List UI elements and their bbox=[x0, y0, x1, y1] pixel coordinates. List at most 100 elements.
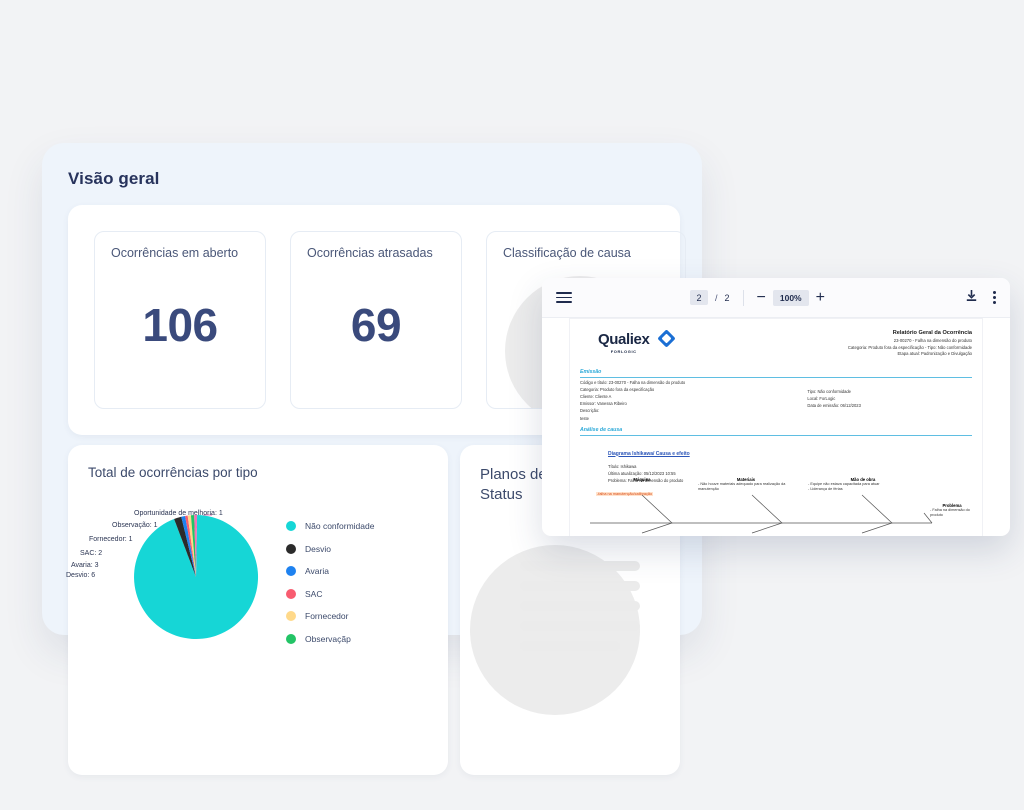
ishikawa-diagram: Máquina -falha na manutenção/calibração … bbox=[580, 477, 976, 535]
section-heading: Análise de causa bbox=[580, 427, 623, 433]
kpi-ocorrencias-atrasadas[interactable]: Ocorrências atrasadas 69 bbox=[290, 231, 462, 409]
field-tipo: Tipo: Não conformidade bbox=[807, 388, 851, 394]
fishbone-category-label: Materiais bbox=[736, 477, 756, 482]
logo-diamond-icon bbox=[657, 329, 676, 348]
legend-item-avaria[interactable]: Avaria bbox=[286, 566, 374, 576]
section-rule bbox=[580, 376, 972, 378]
zoom-out-button[interactable]: − bbox=[756, 288, 766, 306]
legend-color-swatch bbox=[286, 633, 296, 644]
fishbone-cause: - Não houve materiais adequado para real… bbox=[698, 482, 786, 491]
fishbone-spine bbox=[590, 494, 933, 534]
legend-item-nao-conformidade[interactable]: Não conformidade bbox=[286, 521, 374, 531]
placeholder-bar bbox=[520, 581, 640, 591]
field-descricao-value: teste bbox=[580, 415, 589, 421]
page-total: 2 bbox=[724, 292, 730, 303]
legend-label: Desvio bbox=[305, 543, 331, 554]
kpi-label: Ocorrências atrasadas bbox=[307, 246, 433, 260]
pie-label-avaria: Avaria: 3 bbox=[71, 562, 99, 569]
pdf-toolbar-center: 2 / 2 − 100% + bbox=[690, 288, 825, 306]
field-titulo: Título: Ishikawa bbox=[608, 463, 637, 469]
kpi-ocorrencias-em-aberto[interactable]: Ocorrências em aberto 106 bbox=[94, 231, 266, 409]
legend-item-observacao[interactable]: Observaçãp bbox=[286, 633, 374, 644]
dashboard-panel: Visão geral Ocorrências em aberto 106 Oc… bbox=[42, 143, 702, 775]
section-rule bbox=[580, 434, 972, 436]
legend-color-swatch bbox=[286, 566, 296, 576]
field-local: Local: ForLogic bbox=[807, 396, 836, 402]
kpi-value: 69 bbox=[350, 299, 402, 351]
field-data-emissao: Data de emissão: 06/12/2023 bbox=[807, 403, 861, 409]
section-analise-de-causa: Análise de causa Diagrama Ishikawa/ Caus… bbox=[580, 427, 972, 483]
pdf-viewer-window: 2 / 2 − 100% + Qualiex bbox=[542, 278, 1010, 536]
field-emissor: Emissor: Vanessa Ribeiro bbox=[580, 401, 627, 407]
section-heading: Emissão bbox=[580, 369, 602, 375]
field-categoria: Categoria: Produto fora da especificação bbox=[580, 386, 655, 392]
section-emissao: Emissão Código e título: 23-00270 - Falh… bbox=[580, 369, 972, 421]
kpi-value: 106 bbox=[142, 299, 218, 351]
legend-label: Fornecedor bbox=[305, 611, 349, 621]
legend-color-swatch bbox=[286, 543, 296, 554]
report-title: Relatório Geral da Ocorrência bbox=[892, 330, 972, 336]
download-icon[interactable] bbox=[966, 289, 977, 307]
pie-svg bbox=[134, 514, 259, 640]
field-problema: Problema: Falha na dimensão do produto bbox=[608, 477, 684, 483]
legend-item-desvio[interactable]: Desvio bbox=[286, 543, 374, 554]
legend-label: Observaçãp bbox=[305, 633, 351, 644]
legend-label: SAC bbox=[305, 588, 323, 599]
legend-label: Avaria bbox=[305, 566, 329, 576]
report-category-type: Categoria: Produto fora da especificação… bbox=[847, 344, 972, 350]
pie-label-fornecedor: Fornecedor: 1 bbox=[89, 536, 133, 543]
pie-label-desvio: Desvio: 6 bbox=[66, 572, 96, 579]
legend-color-swatch bbox=[286, 611, 296, 621]
field-ultima-atualizacao: Última atualização: 05/12/2023 10:55 bbox=[608, 470, 676, 476]
pdf-toolbar: 2 / 2 − 100% + bbox=[542, 278, 1010, 318]
kpi-label: Ocorrências em aberto bbox=[111, 246, 239, 260]
fishbone-effect: Problema - Falha na dimensão do produto bbox=[930, 503, 974, 518]
fishbone-cause: - Liderança de férias bbox=[808, 486, 843, 491]
zoom-in-button[interactable]: + bbox=[815, 288, 825, 306]
legend-item-sac[interactable]: SAC bbox=[286, 588, 374, 599]
zoom-level-display[interactable]: 100% bbox=[772, 289, 809, 306]
field-cliente: Cliente: Cliente A bbox=[580, 394, 612, 400]
field-descricao: Descrição: bbox=[580, 408, 600, 414]
chart-legend: Não conformidade Desvio Avaria SAC Forne… bbox=[286, 521, 374, 656]
more-options-icon[interactable] bbox=[993, 289, 996, 307]
field-codigo-titulo: Código e título: 23-00270 - Falha na dim… bbox=[580, 379, 686, 385]
page-number-input[interactable]: 2 bbox=[690, 290, 708, 305]
placeholder-bar bbox=[520, 601, 640, 611]
report-code: 23-00270 - Falha na dimensão do produto bbox=[893, 338, 972, 343]
toolbar-divider bbox=[742, 289, 744, 306]
link-diagrama-ishikawa[interactable]: Diagrama Ishikawa/ Causa e efeito bbox=[608, 450, 690, 457]
fishbone-effect-text: - Falha na dimensão do produto bbox=[930, 508, 970, 517]
logo-wordmark: Qualiex bbox=[598, 331, 650, 348]
legend-color-swatch bbox=[286, 521, 296, 531]
placeholder-bar bbox=[520, 561, 640, 571]
page-title: Visão geral bbox=[68, 169, 160, 188]
chart-card-ocorrencias-por-tipo: Total de ocorrências por tipo bbox=[66, 445, 448, 775]
page-separator: / bbox=[715, 292, 718, 303]
pdf-page-content: Qualiex FORLOGIC Relatório Geral da Ocor… bbox=[570, 319, 982, 536]
legend-label: Não conformidade bbox=[305, 521, 375, 531]
kpi-label: Classificação de causa bbox=[503, 246, 631, 260]
logo-subtext: FORLOGIC bbox=[610, 349, 637, 354]
fishbone-category-mao-de-obra: Mão de obra - Equipe não estava capacita… bbox=[808, 477, 918, 492]
legend-color-swatch bbox=[286, 588, 296, 599]
report-header: Relatório Geral da Ocorrência 23-00270 -… bbox=[848, 330, 972, 356]
pie-label-sac: SAC: 2 bbox=[80, 550, 103, 557]
fishbone-category-label: Máquina bbox=[633, 477, 651, 482]
fishbone-category-materiais: Materiais - Não houve materiais adequado… bbox=[698, 477, 794, 492]
pie-chart[interactable]: Desvio: 6 Avaria: 3 SAC: 2 Fornecedor: 1… bbox=[66, 481, 286, 681]
placeholder-bar bbox=[520, 641, 620, 651]
qualiex-logo: Qualiex FORLOGIC bbox=[598, 329, 676, 354]
pdf-toolbar-right bbox=[966, 289, 996, 307]
fishbone-cause: - Equipe não estava capacitada para atua… bbox=[808, 482, 880, 486]
fishbone-effect-label: Problema bbox=[942, 503, 962, 508]
pie-label-oportunidade: Oportunidade de melhoria: 1 bbox=[134, 510, 223, 517]
legend-item-fornecedor[interactable]: Fornecedor bbox=[286, 611, 374, 621]
fishbone-category-label: Mão de obra bbox=[850, 477, 876, 482]
pie-label-observacao: Observação: 1 bbox=[112, 522, 158, 529]
fishbone-cause-highlighted: -falha na manutenção/calibração bbox=[596, 492, 654, 496]
report-current-step: Etapa atual: Padronização e Divulgação bbox=[897, 351, 973, 356]
menu-hamburger-icon[interactable] bbox=[556, 289, 572, 307]
chart-title: Total de ocorrências por tipo bbox=[88, 465, 258, 480]
